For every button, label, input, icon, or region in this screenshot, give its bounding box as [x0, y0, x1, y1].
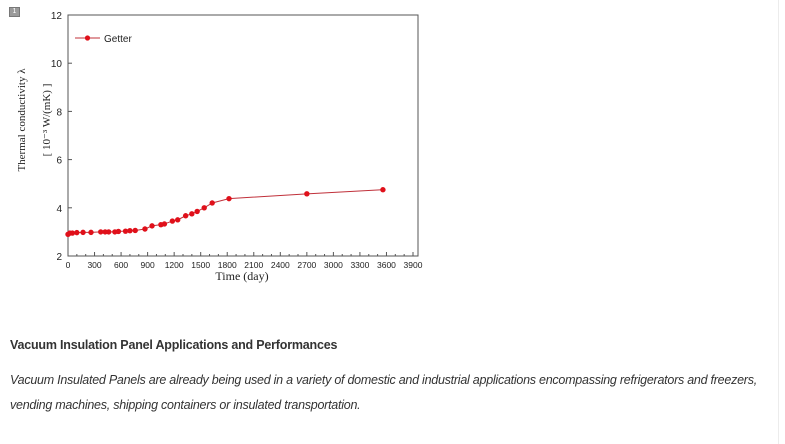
data-point — [149, 223, 155, 229]
x-tick-label: 2400 — [271, 260, 290, 270]
data-point — [122, 228, 129, 234]
plot-frame — [67, 14, 419, 257]
data-point — [69, 230, 76, 236]
data-point — [80, 229, 86, 236]
data-point — [194, 208, 200, 215]
y-tick-label: 6 — [56, 156, 62, 167]
data-point — [142, 226, 148, 232]
legend-marker — [84, 35, 91, 41]
x-tick-label: 0 — [66, 260, 71, 270]
data-point — [115, 228, 122, 235]
x-tick-label: 1500 — [191, 260, 210, 270]
x-tick-label: 300 — [87, 260, 101, 270]
x-tick-label: 2100 — [244, 260, 263, 270]
x-tick-label: 3300 — [350, 260, 369, 270]
y-axis-label-line1: Thermal conductivity λ — [16, 68, 28, 172]
y-tick-label: 10 — [51, 59, 63, 70]
data-point — [105, 229, 112, 235]
data-point — [132, 227, 138, 234]
content-border — [778, 0, 779, 444]
data-point — [74, 229, 80, 236]
data-point — [380, 187, 386, 193]
data-point — [226, 195, 232, 202]
y-tick-label: 4 — [56, 204, 62, 215]
data-point — [189, 211, 195, 217]
chart-figure: 1 0 300 600 900 1200 1500 1800 2100 2400 2700 3000… — [0, 0, 430, 290]
data-point — [88, 229, 94, 236]
y-tick-label: 12 — [51, 11, 63, 22]
y-tick-label: 8 — [56, 107, 62, 118]
x-tick-label: 3000 — [324, 260, 343, 270]
legend: Getter — [75, 34, 132, 45]
data-point — [201, 205, 207, 211]
data-point — [174, 217, 181, 223]
legend-label: Getter — [104, 34, 132, 45]
data-point — [182, 213, 189, 219]
y-axis-label-line2: [ 10⁻³ W/(mK) ] — [41, 84, 53, 157]
x-tick-label: 1800 — [218, 260, 237, 270]
data-point — [304, 191, 310, 197]
data-point — [209, 200, 215, 206]
x-axis-label: Time (day) — [215, 269, 268, 283]
data-point — [98, 229, 104, 235]
series-line-getter — [67, 189, 383, 235]
data-point — [127, 227, 133, 234]
x-tick-label: 900 — [141, 260, 155, 270]
section-heading: Vacuum Insulation Panel Applications and… — [10, 338, 338, 352]
y-tick-label: 2 — [56, 252, 62, 263]
x-tick-label: 2700 — [297, 260, 316, 270]
figure-badge: 1 — [9, 7, 20, 17]
thermal-conductivity-chart: 0 300 600 900 1200 1500 1800 2100 2400 2700 3000 33… — [16, 11, 423, 283]
x-tick-label: 3900 — [404, 260, 423, 270]
section-paragraph: Vacuum Insulated Panels are already bein… — [10, 373, 757, 412]
x-tick-label: 600 — [114, 260, 128, 270]
data-point — [161, 221, 168, 227]
data-point — [169, 218, 176, 224]
x-tick-label: 1200 — [165, 260, 184, 270]
x-tick-label: 3600 — [377, 260, 396, 270]
